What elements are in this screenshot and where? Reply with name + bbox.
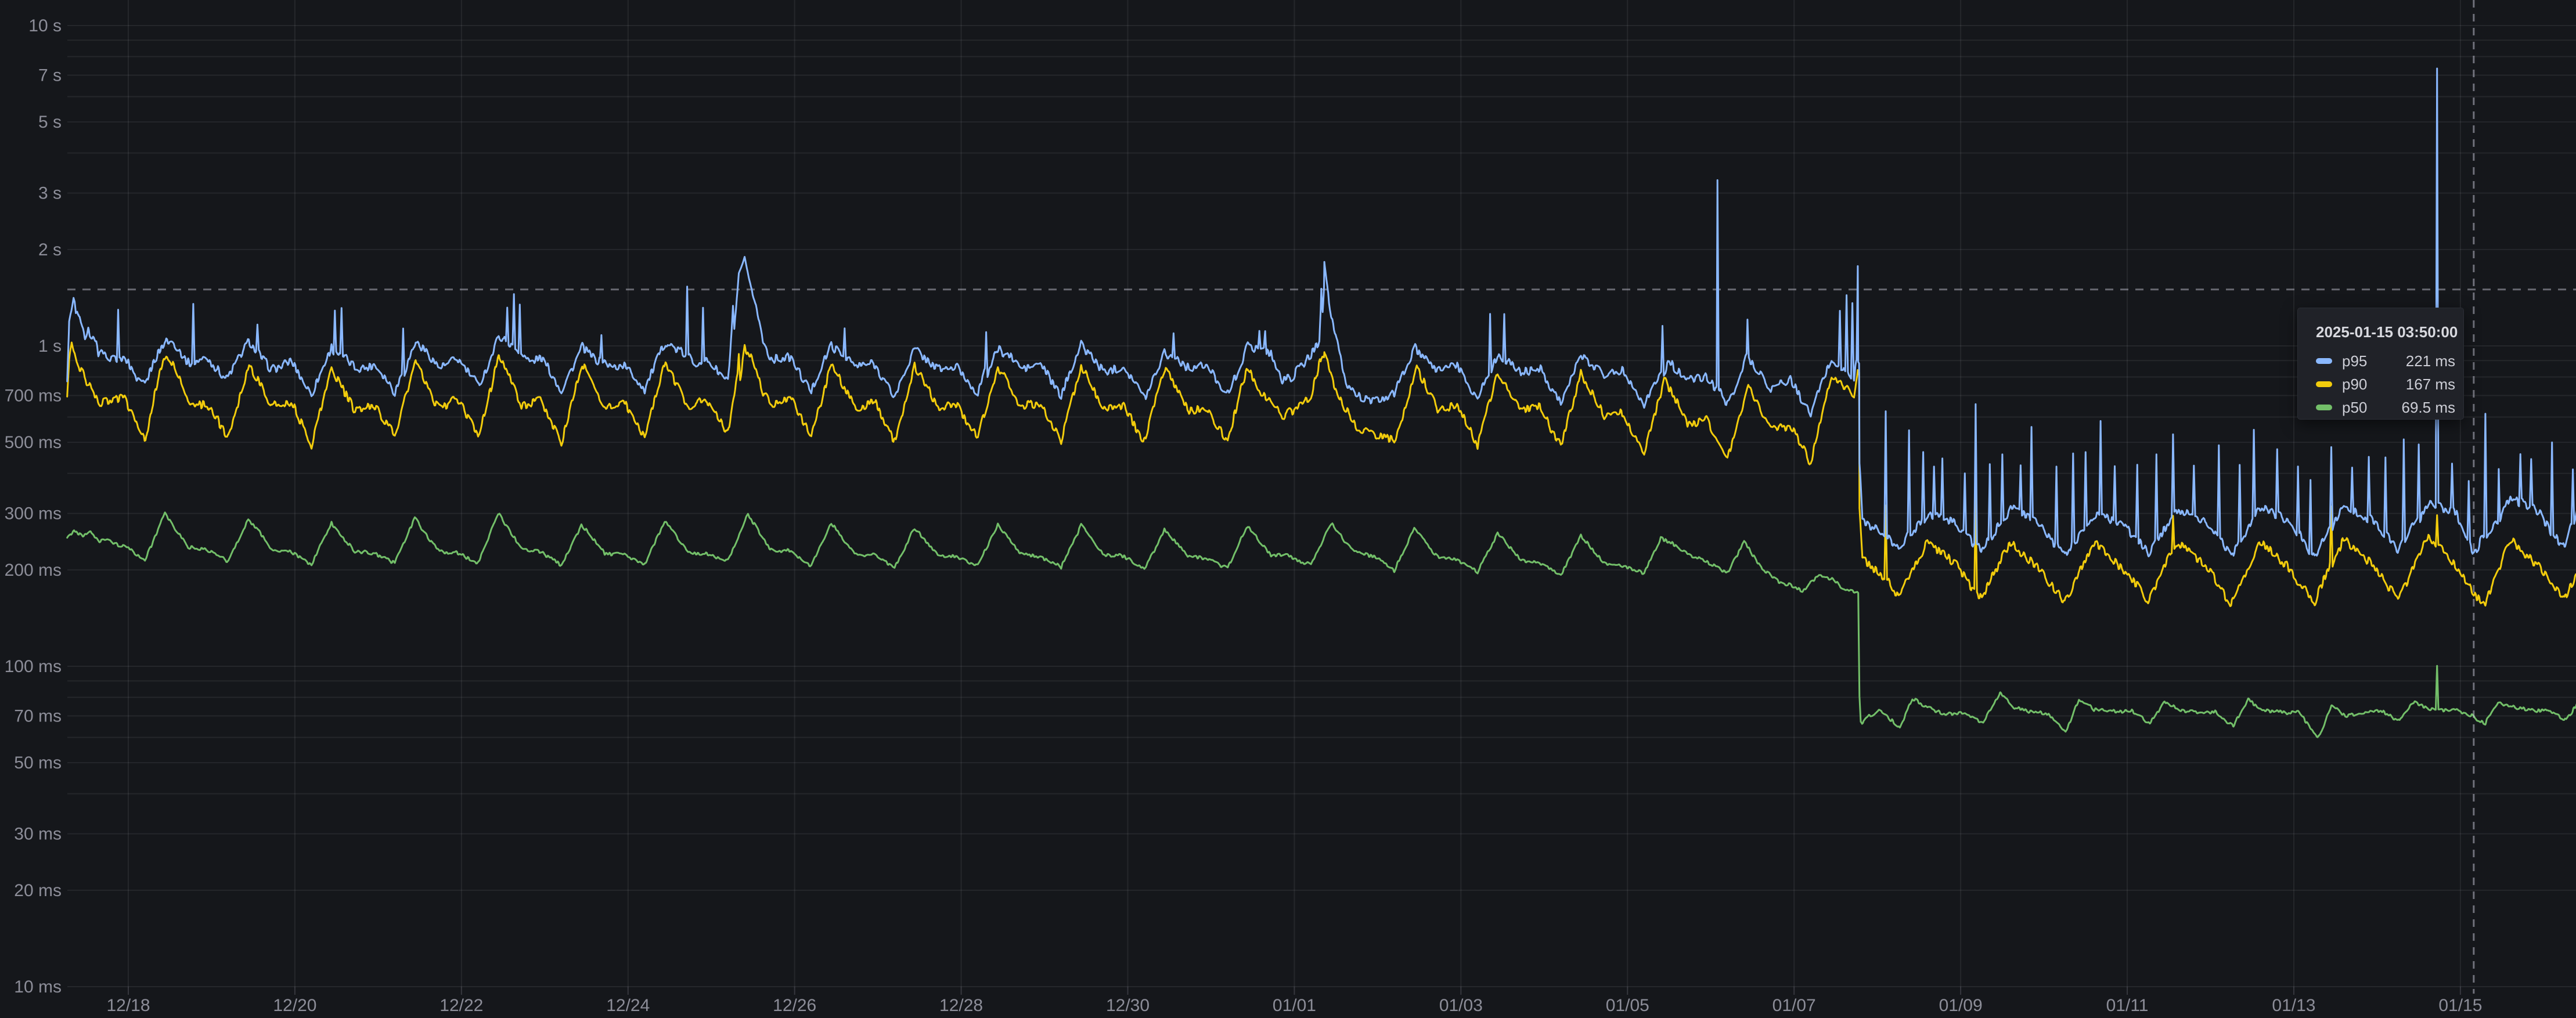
- y-axis-label: 3 s: [38, 184, 62, 203]
- x-axis-label: 12/18: [106, 996, 150, 1015]
- x-axis-label: 01/07: [1772, 996, 1816, 1015]
- series-value: 167 ms: [2405, 375, 2455, 393]
- series-swatch-p95: [2316, 358, 2332, 364]
- x-axis-tick-marks: [128, 987, 2461, 995]
- x-axis-label: 12/24: [606, 996, 650, 1015]
- y-axis-label: 1 s: [38, 337, 62, 356]
- y-axis-label: 50 ms: [14, 753, 62, 772]
- series-label: p50: [2342, 398, 2368, 416]
- series-swatch-p90: [2316, 381, 2332, 387]
- series-p50-line: [66, 511, 2576, 738]
- y-axis-label: 10 s: [28, 16, 62, 35]
- x-axis-label: 01/13: [2272, 996, 2315, 1015]
- y-axis-label: 2 s: [38, 240, 62, 259]
- y-axis-label: 500 ms: [5, 433, 62, 452]
- series-label: p90: [2342, 375, 2368, 393]
- vertical-gridlines: [128, 0, 2461, 987]
- x-axis-label: 01/09: [1939, 996, 1983, 1015]
- y-axis-label: 100 ms: [5, 657, 62, 676]
- chart-tooltip: 2025-01-15 03:50:00 p95 221 ms p90 167 ms p5…: [2297, 308, 2464, 420]
- y-axis-label: 70 ms: [14, 707, 62, 726]
- tooltip-rows: p95 221 ms p90 167 ms p50 69.5 ms: [2307, 349, 2455, 419]
- series-value: 69.5 ms: [2401, 398, 2456, 416]
- tooltip-row: p95 221 ms: [2307, 349, 2455, 373]
- x-axis-label: 12/30: [1106, 996, 1150, 1015]
- y-axis-label: 7 s: [38, 66, 62, 85]
- x-axis-label: 01/11: [2106, 996, 2149, 1015]
- y-axis-labels: 10 ms 20 ms 30 ms 50 ms 70 ms 100 ms 200 ms 300…: [5, 16, 62, 997]
- y-axis-label: 10 ms: [14, 977, 62, 997]
- x-axis-label: 12/22: [439, 996, 483, 1015]
- x-axis-label: 01/15: [2438, 996, 2482, 1015]
- x-axis-label: 12/20: [273, 996, 316, 1015]
- tooltip-row: p90 167 ms: [2307, 373, 2455, 396]
- series-label: p95: [2342, 352, 2368, 370]
- horizontal-gridlines: [67, 25, 2576, 987]
- x-axis-labels: 12/18 12/20 12/22 12/24 12/26 12/28 12/30 01/01…: [106, 996, 2482, 1015]
- y-axis-label: 30 ms: [14, 825, 62, 844]
- series-value: 221 ms: [2405, 352, 2455, 370]
- y-axis-label: 20 ms: [14, 881, 62, 900]
- series-p90-line: [66, 341, 2576, 607]
- series-lines: [66, 67, 2576, 738]
- x-axis-label: 01/05: [1606, 996, 1649, 1015]
- x-axis-label: 01/03: [1439, 996, 1483, 1015]
- y-axis-label: 700 ms: [5, 387, 62, 406]
- y-axis-label: 300 ms: [5, 504, 62, 524]
- tooltip-row: p50 69.5 ms: [2307, 396, 2455, 419]
- series-swatch-p50: [2316, 405, 2332, 410]
- tooltip-timestamp: 2025-01-15 03:50:00: [2316, 323, 2458, 341]
- x-axis-label: 12/26: [773, 996, 816, 1015]
- series-p95-line: [66, 67, 2576, 558]
- x-axis-label: 01/01: [1273, 996, 1316, 1015]
- y-axis-label: 5 s: [38, 113, 62, 132]
- y-axis-label: 200 ms: [5, 561, 62, 580]
- x-axis-label: 12/28: [939, 996, 983, 1015]
